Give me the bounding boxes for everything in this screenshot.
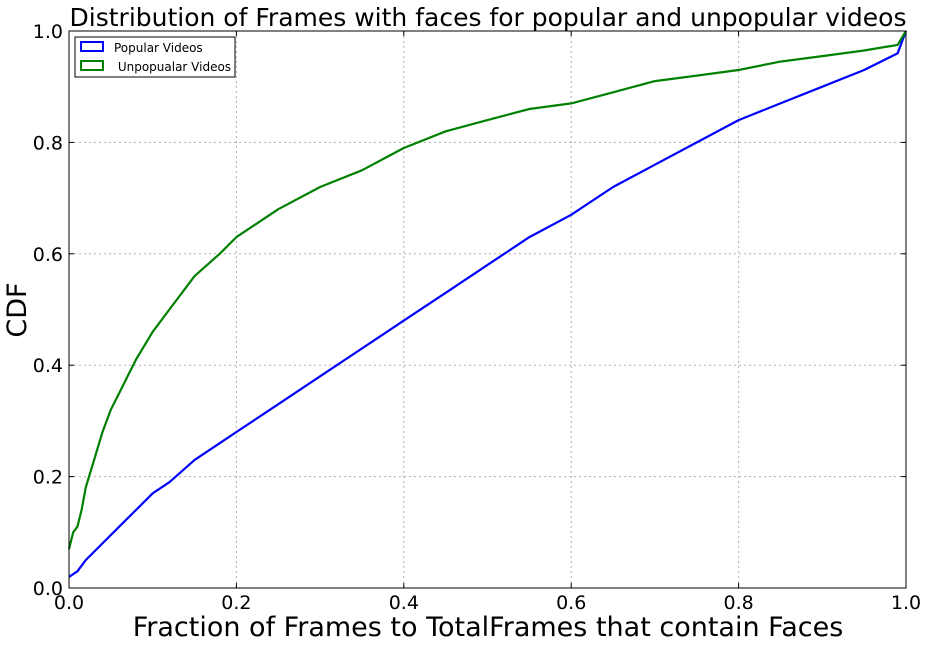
legend-label-popular: Popular Videos [114, 41, 203, 55]
series-line-popular [68, 30, 908, 578]
y-tick-label: 0.0 [33, 578, 63, 600]
legend-swatch-unpopular [80, 60, 104, 71]
y-tick-label: 0.4 [33, 355, 63, 377]
legend-swatch-popular [80, 41, 104, 52]
legend-label-unpopular: Unpopualar Videos [114, 60, 231, 74]
x-tick-label: 0.0 [54, 592, 84, 614]
y-tick-label: 0.2 [33, 467, 63, 489]
y-tick-label: 0.8 [33, 132, 63, 154]
series-line-unpopular [67, 30, 907, 550]
x-tick-label: 0.2 [221, 592, 251, 614]
legend: Popular Videos Unpopualar Videos [74, 36, 236, 78]
y-tick-label: 0.6 [33, 244, 63, 266]
plot-frame [68, 30, 907, 589]
series-lines [67, 30, 908, 578]
y-axis-title: CDF [2, 282, 33, 337]
x-axis-title: Fraction of Frames to TotalFrames that c… [133, 612, 844, 643]
x-tick-label: 1.0 [891, 592, 921, 614]
x-tick-label: 0.4 [389, 592, 419, 614]
x-tick-label: 0.8 [723, 592, 753, 614]
axis-ticks: 0.0 0.2 0.4 0.6 0.8 1.0 0.0 0.2 0.4 0.6 0.8 1.0 [33, 21, 921, 614]
y-tick-label: 1.0 [33, 21, 63, 43]
x-tick-label: 0.6 [556, 592, 586, 614]
chart-title: Distribution of Frames with faces for po… [70, 3, 907, 32]
